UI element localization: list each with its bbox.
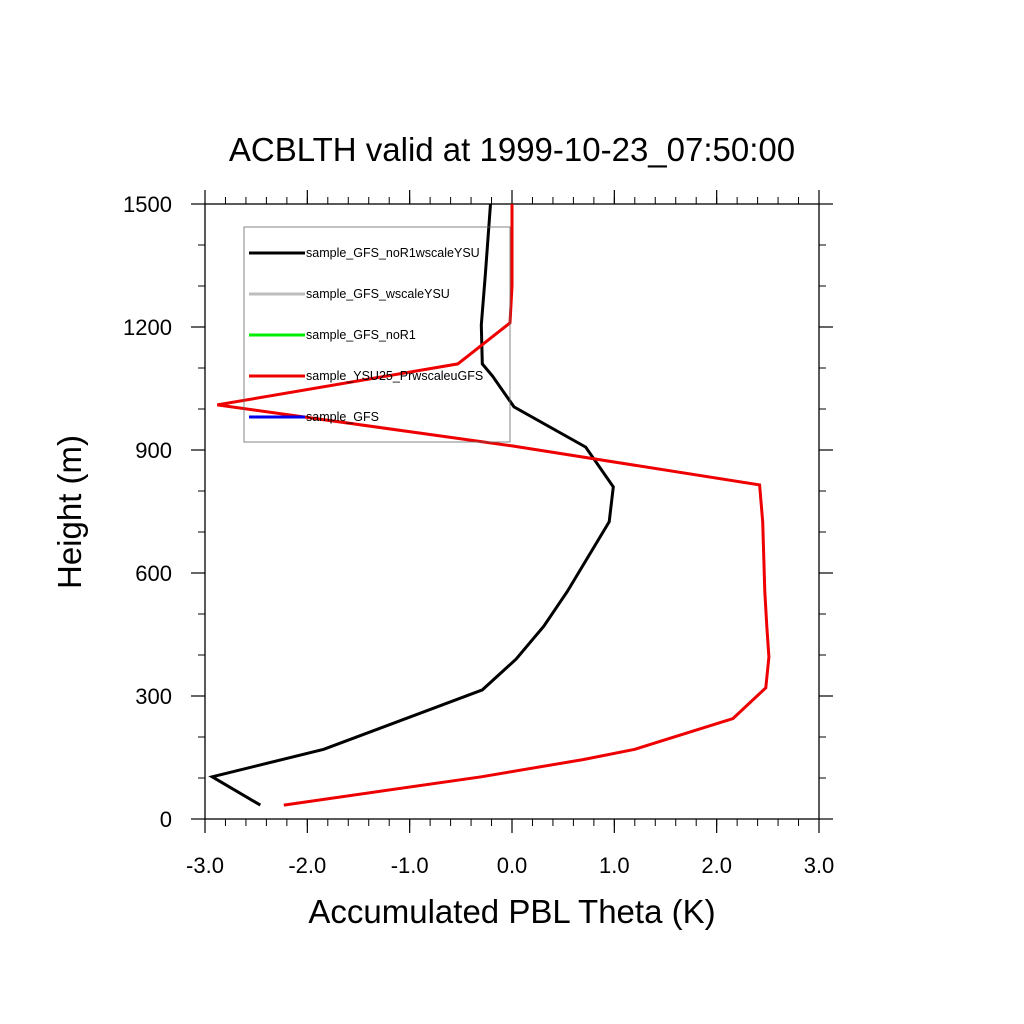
legend-box	[243, 226, 511, 443]
legend-label: sample_YSU25_PrwscaleuGFS	[306, 369, 483, 383]
x-tick-label: -2.0	[288, 853, 326, 878]
chart-title: ACBLTH valid at 1999-10-23_07:50:00	[229, 131, 795, 168]
legend-label: sample_GFS_noR1wscaleYSU	[306, 246, 480, 260]
y-tick-label: 1500	[123, 192, 172, 217]
x-tick-label: 3.0	[804, 853, 835, 878]
x-tick-label: -3.0	[186, 853, 224, 878]
y-tick-label: 1200	[123, 315, 172, 340]
y-tick-label: 900	[135, 438, 172, 463]
axis-ticks: -3.0 -2.0 -1.0 0.0 1.0 2.0 3.0 0 300 600 900 1200 15…	[123, 190, 834, 878]
x-axis-label: Accumulated PBL Theta (K)	[308, 893, 715, 930]
legend-label: sample_GFS	[306, 410, 379, 424]
y-tick-label: 0	[160, 807, 172, 832]
x-tick-label: 0.0	[497, 853, 528, 878]
x-tick-label: 2.0	[701, 853, 732, 878]
legend-label: sample_GFS_noR1	[306, 328, 416, 342]
y-axis-label: Height (m)	[51, 435, 88, 589]
legend: sample_GFS_noR1wscaleYSU sample_GFS_wscal…	[243, 226, 511, 443]
legend-label: sample_GFS_wscaleYSU	[306, 287, 450, 301]
y-tick-label: 300	[135, 684, 172, 709]
x-tick-label: -1.0	[391, 853, 429, 878]
x-tick-label: 1.0	[599, 853, 630, 878]
y-tick-label: 600	[135, 561, 172, 586]
